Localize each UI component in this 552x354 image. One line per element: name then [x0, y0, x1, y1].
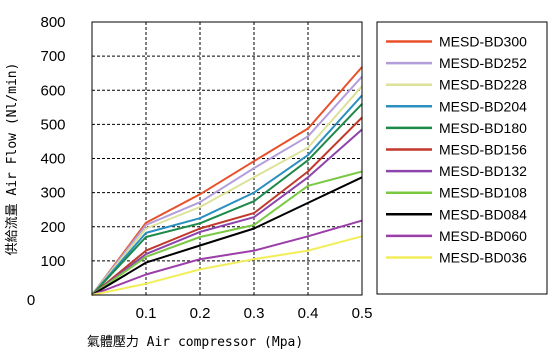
y-tick-label: 500: [40, 116, 65, 133]
x-tick-label: 0.2: [190, 305, 211, 322]
y-origin-label: 0: [27, 292, 35, 309]
series-line: [91, 128, 363, 296]
legend-label: MESD-BD036: [439, 250, 527, 266]
series-line: [91, 103, 363, 296]
plot-frame: [91, 21, 363, 296]
y-tick-label: 400: [40, 151, 65, 168]
legend-item: MESD-BD252: [386, 55, 527, 71]
legend-label: MESD-BD180: [439, 120, 527, 136]
series-line: [91, 75, 363, 296]
series-line: [91, 66, 363, 296]
legend-label: MESD-BD300: [439, 34, 527, 50]
y-tick-label: 100: [40, 253, 65, 270]
legend-item: MESD-BD300: [386, 34, 527, 50]
legend-item: MESD-BD228: [386, 77, 527, 93]
legend-item: MESD-BD204: [386, 98, 527, 114]
legend-label: MESD-BD252: [439, 55, 527, 71]
x-tick-label: 0.1: [136, 305, 157, 322]
series-line: [91, 85, 363, 296]
series-line: [91, 94, 363, 296]
y-tick-label: 800: [40, 14, 65, 31]
y-tick-label: 700: [40, 48, 65, 65]
y-axis-title: 供給流量 Air Flow (Nl/min): [5, 63, 20, 256]
series-group: [91, 66, 363, 296]
series-line: [91, 176, 363, 296]
legend-item: MESD-BD180: [386, 120, 527, 136]
y-axis-ticks: 100 200 300 400 500 600 700 800: [40, 14, 65, 270]
series-line: [91, 116, 363, 296]
y-tick-label: 200: [40, 219, 65, 236]
series-line: [91, 235, 363, 296]
legend-item: MESD-BD132: [386, 163, 527, 179]
legend-item: MESD-BD084: [386, 206, 527, 222]
legend-label: MESD-BD060: [439, 228, 527, 244]
y-tick-label: 600: [40, 82, 65, 99]
legend-label: MESD-BD228: [439, 77, 527, 93]
x-tick-label: 0.3: [244, 305, 265, 322]
legend: MESD-BD300 MESD-BD252 MESD-BD228 MESD-BD204…: [386, 34, 527, 266]
legend-item: MESD-BD036: [386, 250, 527, 266]
x-tick-label: 0.4: [298, 305, 319, 322]
series-line: [91, 170, 363, 296]
legend-box: [376, 21, 548, 295]
legend-label: MESD-BD204: [439, 98, 527, 114]
x-axis-title: 氣體壓力 Air compressor (Mpa): [87, 335, 303, 350]
legend-label: MESD-BD084: [439, 206, 527, 222]
legend-label: MESD-BD156: [439, 142, 527, 158]
series-line: [91, 219, 363, 296]
legend-item: MESD-BD060: [386, 228, 527, 244]
y-tick-label: 300: [40, 185, 65, 202]
legend-item: MESD-BD108: [386, 185, 527, 201]
legend-label: MESD-BD132: [439, 163, 527, 179]
x-axis-ticks: 0.1 0.2 0.3 0.4 0.5: [136, 305, 373, 322]
legend-item: MESD-BD156: [386, 142, 527, 158]
legend-label: MESD-BD108: [439, 185, 527, 201]
x-tick-label: 0.5: [352, 305, 373, 322]
